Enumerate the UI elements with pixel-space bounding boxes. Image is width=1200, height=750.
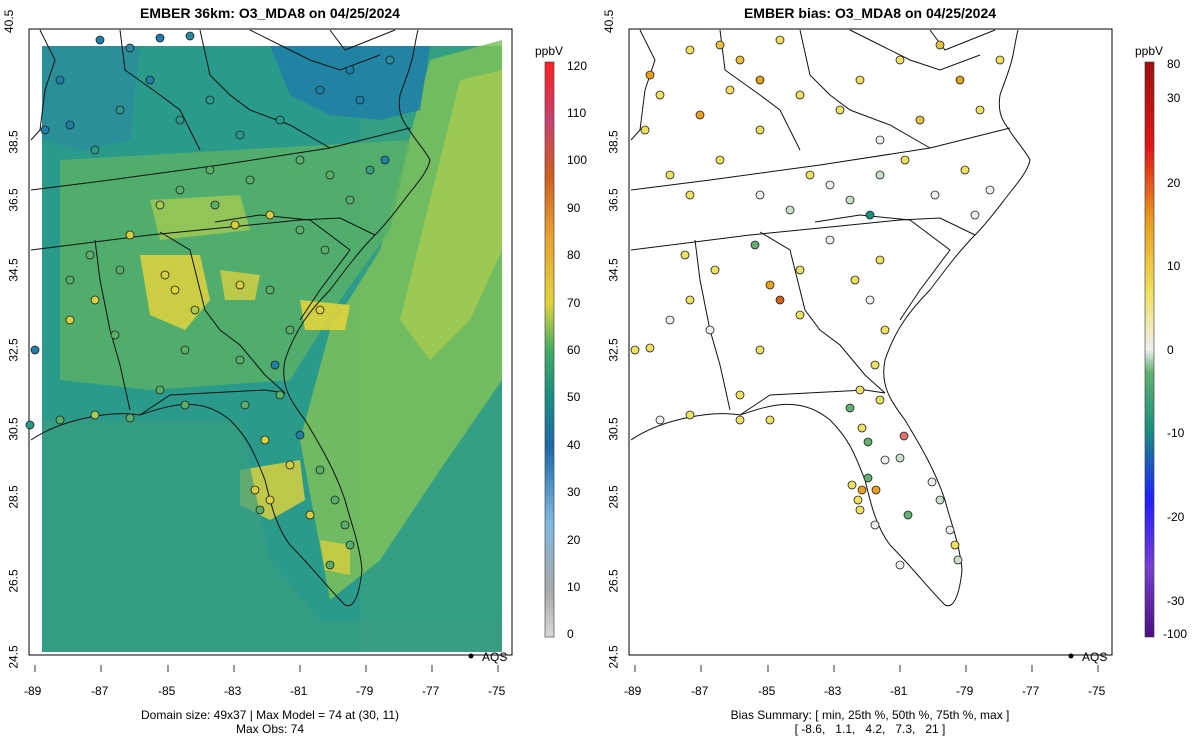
left-footer-line-2: Max Obs: 74	[235, 722, 305, 736]
lat-tick-left-8: 26.5	[6, 569, 21, 593]
left-map	[25, 28, 513, 659]
lat-tick-left-2: 38.5	[6, 130, 21, 154]
lat-tick-right-4: 34.5	[606, 258, 621, 282]
lat-tick-right-8: 26.5	[606, 569, 621, 593]
right-cb-neg20: -20	[1167, 510, 1185, 524]
left-cb-120: 120	[567, 59, 588, 73]
lon-tick-left-4: -83	[224, 684, 242, 698]
lat-tick-right-5: 32.5	[606, 338, 621, 362]
right-cb-20: 20	[1167, 176, 1181, 190]
lon-tick-left-2: -87	[91, 684, 109, 698]
lat-tick-right-9: 24.5	[606, 645, 621, 669]
left-cb-80: 80	[567, 248, 581, 262]
right-colorbar-unit: ppbV	[1135, 44, 1164, 58]
lon-tick-left-6: -79	[356, 684, 374, 698]
lon-tick-right-4: -83	[824, 684, 842, 698]
right-legend-label: AQS	[1082, 650, 1108, 664]
right-footer-line-1: Bias Summary: [ min, 25th %, 50th %, 75t…	[730, 708, 1010, 722]
left-cb-70: 70	[567, 296, 581, 310]
left-footer-line-1: Domain size: 49x37 | Max Model = 74 at (…	[140, 708, 400, 722]
lat-tick-left-5: 32.5	[6, 338, 21, 362]
left-cb-110: 110	[567, 106, 587, 120]
lat-tick-right-3: 36.5	[606, 188, 621, 212]
lon-tick-left-1: -89	[24, 684, 42, 698]
lon-tick-right-3: -85	[758, 684, 776, 698]
axis-tick-marks	[34, 665, 1099, 672]
lat-tick-left-4: 34.5	[6, 258, 21, 282]
lon-tick-left-5: -81	[290, 684, 308, 698]
right-cb-10: 10	[1167, 259, 1181, 273]
right-cb-neg100: -100	[1163, 627, 1188, 641]
right-legend-dot	[1068, 653, 1074, 659]
left-cb-10: 10	[567, 580, 581, 594]
right-footer-line-2: [ -8.6, 1.1, 4.2, 7.3, 21 ]	[794, 722, 946, 736]
right-cb-80: 80	[1167, 57, 1181, 71]
right-map-title: EMBER bias: O3_MDA8 on 04/25/2024	[743, 5, 997, 21]
lon-tick-left-7: -77	[422, 684, 440, 698]
left-cb-0: 0	[567, 627, 574, 641]
left-cb-50: 50	[567, 390, 581, 404]
lat-tick-left-9: 24.5	[6, 645, 21, 669]
lat-tick-left-7: 28.5	[6, 485, 21, 509]
right-aqs-sites	[630, 35, 1005, 570]
lat-tick-left-3: 36.5	[6, 188, 21, 212]
left-legend-label: AQS	[482, 650, 508, 664]
right-map	[628, 28, 1113, 659]
lat-tick-right-1: 40.5	[602, 9, 616, 33]
lon-tick-right-8: -75	[1088, 684, 1106, 698]
left-cb-90: 90	[567, 201, 581, 215]
left-map-title: EMBER 36km: O3_MDA8 on 04/25/2024	[140, 5, 400, 21]
lon-tick-right-6: -79	[956, 684, 974, 698]
left-cb-20: 20	[567, 533, 581, 547]
right-plot-frame	[628, 28, 1113, 656]
lat-tick-right-6: 30.5	[606, 417, 621, 441]
right-cb-0: 0	[1167, 343, 1174, 357]
left-cb-30: 30	[567, 485, 581, 499]
lon-tick-right-5: -81	[890, 684, 908, 698]
left-aqs-sites	[25, 31, 395, 570]
lat-tick-left-6: 30.5	[6, 417, 21, 441]
lat-tick-right-7: 28.5	[606, 485, 621, 509]
right-colorbar	[1144, 61, 1155, 638]
left-colorbar	[544, 61, 555, 638]
left-cb-60: 60	[567, 343, 581, 357]
left-legend-dot	[468, 653, 474, 659]
lat-tick-right-2: 38.5	[606, 130, 621, 154]
lon-tick-right-2: -87	[691, 684, 709, 698]
lon-tick-left-8: -75	[488, 684, 506, 698]
left-model-field	[30, 29, 502, 652]
right-cb-30: 30	[1167, 91, 1181, 105]
lon-tick-left-3: -85	[158, 684, 176, 698]
right-cb-neg10: -10	[1167, 426, 1185, 440]
lon-tick-right-1: -89	[624, 684, 642, 698]
left-cb-100: 100	[567, 153, 588, 167]
lat-tick-left-1: 40.5	[2, 9, 16, 33]
lon-tick-right-7: -77	[1022, 684, 1040, 698]
left-cb-40: 40	[567, 438, 581, 452]
right-cb-neg30: -30	[1167, 594, 1185, 608]
left-colorbar-unit: ppbV	[535, 44, 564, 58]
